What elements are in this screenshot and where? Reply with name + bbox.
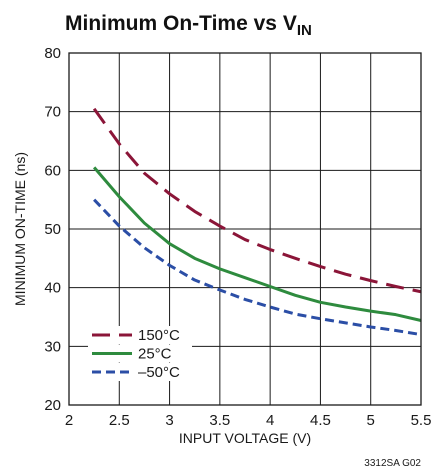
x-tick-label: 3.5: [209, 412, 230, 429]
chart-title: Minimum On-Time vs VIN: [65, 12, 312, 39]
y-tick-label: 50: [44, 221, 61, 238]
x-tick-label: 5: [367, 412, 375, 429]
series-line-2: [93, 166, 422, 322]
y-tick-label: 40: [44, 280, 61, 297]
series-line-1: [92, 107, 422, 294]
legend-entry-background: [88, 363, 192, 381]
tick-labels: 2 2.5 3 3.5 4 4.5 5 5.5 20 30 40 50 60 70 80: [44, 45, 431, 429]
x-tick-label: 5.5: [411, 412, 432, 429]
y-axis-label: MINIMUM ON-TIME (ns): [12, 152, 28, 306]
figure-id: 3312SA G02: [364, 458, 421, 469]
grid-lines: [68, 52, 422, 406]
legend-entry-background: [88, 326, 192, 344]
chart-title-subscript: IN: [297, 22, 312, 39]
x-tick-label: 3: [165, 412, 173, 429]
y-tick-label: 30: [44, 338, 61, 355]
y-tick-label: 60: [44, 162, 61, 179]
chart-title-text: Minimum On-Time vs V: [65, 12, 297, 35]
y-tick-label: 80: [44, 45, 61, 62]
x-tick-label: 4.5: [310, 412, 331, 429]
x-axis-label: INPUT VOLTAGE (V): [179, 430, 311, 446]
x-tick-label: 4: [266, 412, 274, 429]
x-tick-label: 2: [65, 412, 73, 429]
legend: 150°C 25°C–50°C: [88, 326, 192, 381]
plot-border: [68, 52, 422, 406]
legend-label: 25°C: [138, 346, 172, 363]
series-line-3: [93, 198, 422, 337]
legend-label: 150°C: [138, 327, 180, 344]
legend-label: –50°C: [138, 364, 180, 381]
series-lines: [92, 107, 422, 337]
y-tick-label: 70: [44, 104, 61, 121]
legend-entry-background: [88, 344, 192, 363]
x-tick-label: 2.5: [109, 412, 130, 429]
y-tick-label: 20: [44, 397, 61, 414]
plot-frame: [68, 52, 422, 406]
